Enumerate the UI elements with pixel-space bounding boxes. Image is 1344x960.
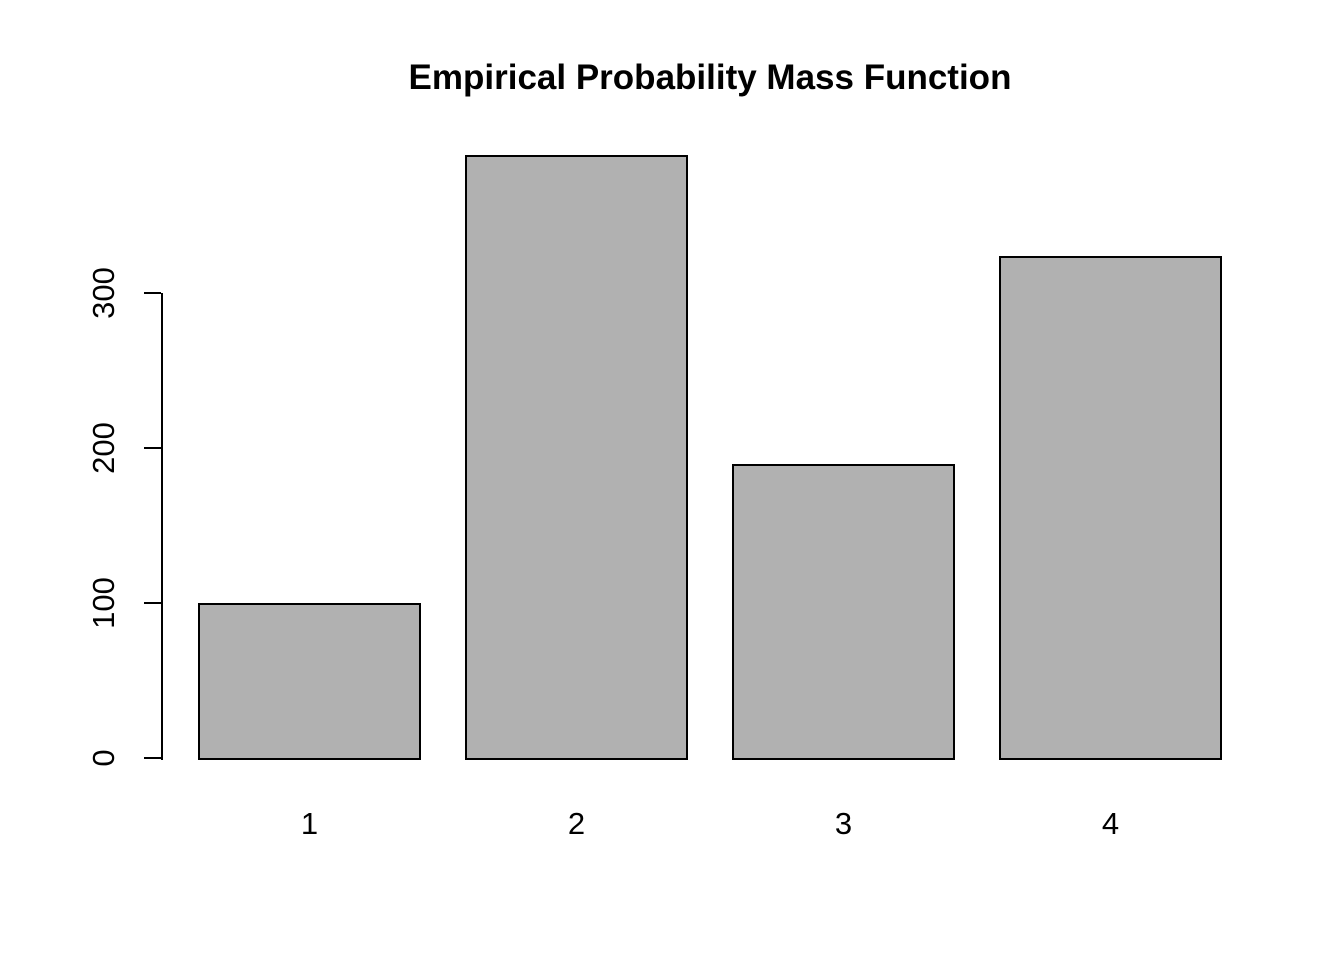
y-axis-line	[161, 293, 163, 760]
y-tick-label: 300	[86, 267, 121, 319]
y-axis-tick	[144, 602, 161, 604]
chart-title: Empirical Probability Mass Function	[408, 58, 1012, 97]
bar	[732, 463, 955, 760]
y-tick-label: 0	[86, 749, 121, 767]
x-category-label: 4	[1101, 806, 1120, 841]
y-axis-tick	[144, 292, 161, 294]
bar	[465, 155, 688, 760]
y-axis-tick	[144, 757, 161, 759]
y-axis-tick	[144, 447, 161, 449]
y-tick-label: 200	[86, 422, 121, 474]
x-category-label: 2	[567, 806, 586, 841]
bar	[999, 255, 1222, 760]
x-category-label: 3	[834, 806, 853, 841]
bar	[198, 603, 421, 760]
x-category-label: 1	[300, 806, 319, 841]
y-tick-label: 100	[86, 577, 121, 629]
